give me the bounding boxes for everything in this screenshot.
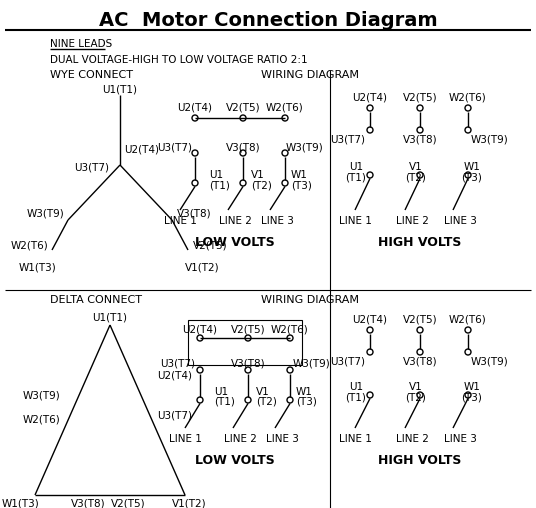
Text: W3(T9): W3(T9): [27, 209, 65, 219]
Text: (T1): (T1): [209, 180, 230, 190]
Text: W2(T6): W2(T6): [266, 103, 304, 113]
Text: W1: W1: [464, 382, 480, 392]
Text: U3(T7): U3(T7): [160, 359, 196, 369]
Text: U2(T4): U2(T4): [124, 145, 160, 155]
Text: U3(T7): U3(T7): [331, 356, 366, 366]
Text: (T3): (T3): [461, 392, 482, 402]
Text: HIGH VOLTS: HIGH VOLTS: [378, 454, 461, 466]
Text: NINE LEADS: NINE LEADS: [50, 39, 112, 49]
Text: U2(T4): U2(T4): [353, 93, 388, 103]
Text: W2(T6): W2(T6): [23, 415, 61, 425]
Text: U3(T7): U3(T7): [158, 410, 192, 420]
Text: V1: V1: [251, 170, 265, 180]
Text: (T3): (T3): [461, 172, 482, 182]
Text: V3(T8): V3(T8): [230, 359, 265, 369]
Text: V1(T2): V1(T2): [185, 263, 219, 273]
Text: U2(T4): U2(T4): [182, 325, 218, 335]
Text: LINE 1: LINE 1: [168, 434, 202, 444]
Text: U1: U1: [209, 170, 223, 180]
Text: W2(T6): W2(T6): [271, 325, 309, 335]
Text: W2(T6): W2(T6): [449, 93, 487, 103]
Text: (T1): (T1): [346, 172, 367, 182]
Text: V3(T8): V3(T8): [71, 498, 105, 508]
Text: (T2): (T2): [406, 172, 427, 182]
Text: V2(T5): V2(T5): [403, 93, 437, 103]
Text: W2(T6): W2(T6): [449, 315, 487, 325]
Text: V2(T5): V2(T5): [230, 325, 265, 335]
Text: V3(T8): V3(T8): [403, 134, 437, 144]
Text: V2(T5): V2(T5): [111, 498, 145, 508]
Text: LINE 1: LINE 1: [339, 434, 371, 444]
Text: W1(T3): W1(T3): [19, 263, 57, 273]
Text: (T2): (T2): [406, 392, 427, 402]
Text: W3(T9): W3(T9): [471, 356, 509, 366]
Text: U2(T4): U2(T4): [158, 370, 192, 380]
Text: W1: W1: [296, 387, 313, 397]
Text: LOW VOLTS: LOW VOLTS: [195, 237, 275, 249]
Text: (T1): (T1): [214, 397, 235, 407]
Text: W3(T9): W3(T9): [293, 359, 331, 369]
Text: LINE 2: LINE 2: [396, 434, 428, 444]
Text: W2(T6): W2(T6): [11, 241, 49, 251]
Text: W3(T9): W3(T9): [286, 142, 324, 152]
Text: LINE 3: LINE 3: [265, 434, 299, 444]
Text: U3(T7): U3(T7): [158, 142, 192, 152]
Text: LINE 1: LINE 1: [339, 216, 371, 226]
Text: W1: W1: [291, 170, 308, 180]
Text: V2(T5): V2(T5): [403, 315, 437, 325]
Text: LINE 3: LINE 3: [444, 434, 477, 444]
Text: V1: V1: [409, 382, 423, 392]
Text: U1: U1: [349, 382, 363, 392]
Text: U1: U1: [349, 162, 363, 172]
Text: V1: V1: [409, 162, 423, 172]
Text: (T1): (T1): [346, 392, 367, 402]
Text: V3(T8): V3(T8): [177, 209, 211, 219]
Text: U1(T1): U1(T1): [93, 313, 128, 323]
Text: V2(T5): V2(T5): [226, 103, 260, 113]
Text: W3(T9): W3(T9): [23, 390, 61, 400]
Text: LINE 2: LINE 2: [224, 434, 256, 444]
Text: LINE 3: LINE 3: [260, 216, 293, 226]
Text: V1: V1: [256, 387, 270, 397]
Text: LINE 2: LINE 2: [396, 216, 428, 226]
Text: V3(T8): V3(T8): [226, 142, 260, 152]
Text: (T2): (T2): [256, 397, 277, 407]
Text: U3(T7): U3(T7): [331, 134, 366, 144]
Text: U2(T4): U2(T4): [353, 315, 388, 325]
Text: (T3): (T3): [296, 397, 317, 407]
Text: (T2): (T2): [251, 180, 272, 190]
Text: U2(T4): U2(T4): [177, 103, 212, 113]
Text: U3(T7): U3(T7): [75, 162, 109, 172]
Bar: [188, 320, 302, 365]
Text: (T3): (T3): [291, 180, 312, 190]
Text: V3(T8): V3(T8): [403, 356, 437, 366]
Text: LINE 2: LINE 2: [219, 216, 251, 226]
Text: WIRING DIAGRAM: WIRING DIAGRAM: [261, 295, 359, 305]
Text: DUAL VOLTAGE-HIGH TO LOW VOLTAGE RATIO 2:1: DUAL VOLTAGE-HIGH TO LOW VOLTAGE RATIO 2…: [50, 55, 308, 65]
Text: LOW VOLTS: LOW VOLTS: [195, 454, 275, 466]
Text: V1(T2): V1(T2): [172, 498, 206, 508]
Text: DELTA CONNECT: DELTA CONNECT: [50, 295, 142, 305]
Text: U1: U1: [214, 387, 228, 397]
Text: WYE CONNECT: WYE CONNECT: [50, 70, 133, 80]
Text: LINE 3: LINE 3: [444, 216, 477, 226]
Text: W3(T9): W3(T9): [471, 134, 509, 144]
Text: HIGH VOLTS: HIGH VOLTS: [378, 237, 461, 249]
Text: W1: W1: [464, 162, 480, 172]
Text: V2(T5): V2(T5): [192, 241, 227, 251]
Text: LINE 1: LINE 1: [163, 216, 196, 226]
Text: WIRING DIAGRAM: WIRING DIAGRAM: [261, 70, 359, 80]
Text: AC  Motor Connection Diagram: AC Motor Connection Diagram: [99, 11, 437, 29]
Text: W1(T3): W1(T3): [2, 498, 40, 508]
Text: U1(T1): U1(T1): [102, 84, 138, 94]
